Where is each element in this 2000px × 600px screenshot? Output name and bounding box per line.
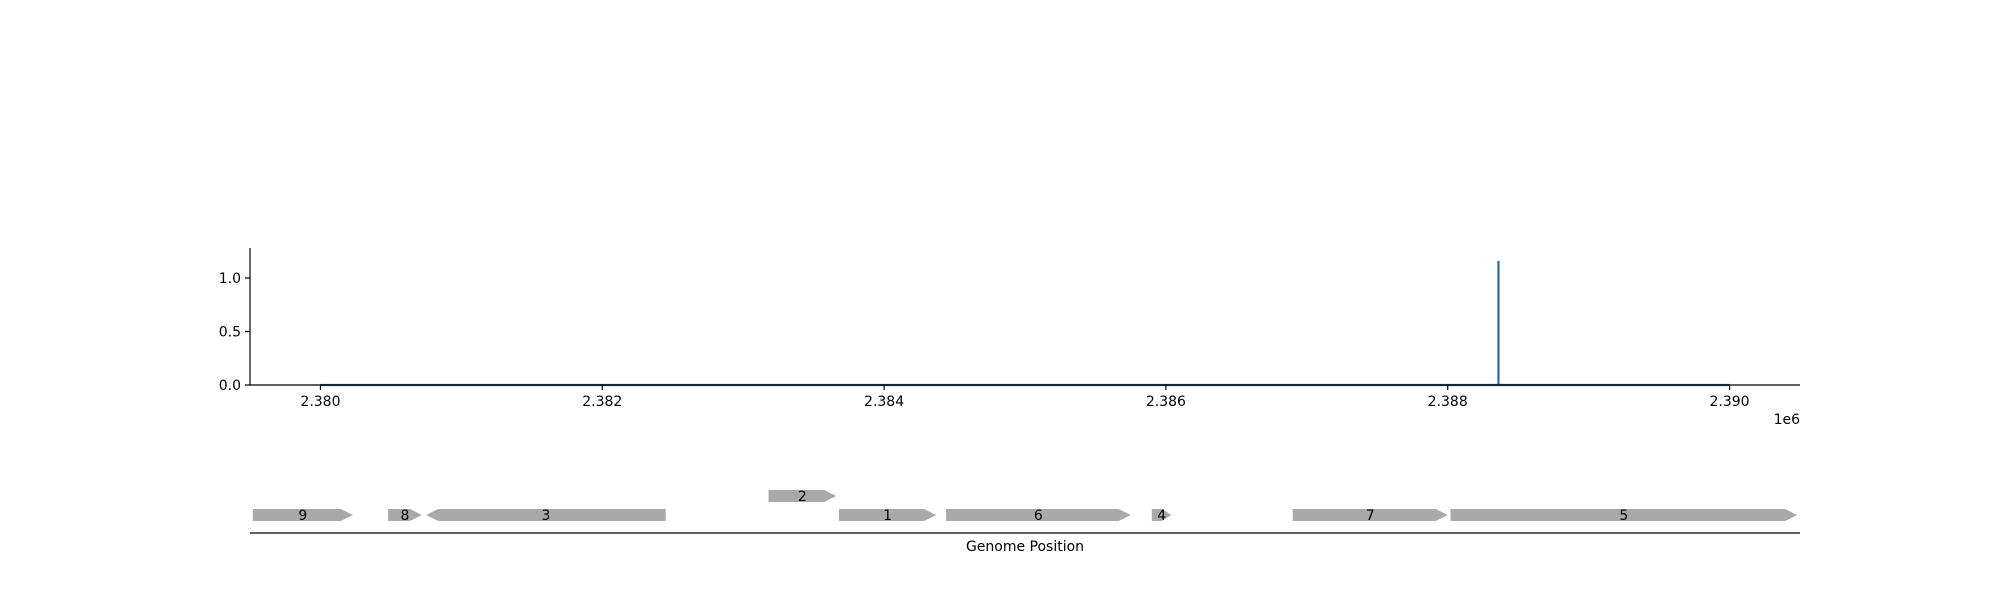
gene-arrow xyxy=(839,509,937,521)
y-tick-label: 1.0 xyxy=(219,271,241,287)
y-tick-label: 0.0 xyxy=(219,378,241,394)
gene-arrow xyxy=(1151,509,1172,521)
x-tick-label: 2.382 xyxy=(582,394,622,410)
y-ticks: 0.0 0.5 1.0 xyxy=(219,271,250,394)
gene-label: 6 xyxy=(1034,508,1043,524)
gene-arrow xyxy=(252,509,353,521)
signal-series-line xyxy=(320,260,1730,387)
gene-label: 3 xyxy=(541,508,550,524)
gene-label: 4 xyxy=(1157,508,1166,524)
x-tick-label: 2.386 xyxy=(1146,394,1186,410)
signal-lines xyxy=(320,260,1730,387)
gene-label: 9 xyxy=(298,508,307,524)
gene-arrow xyxy=(768,490,837,502)
x-tick-label: 2.390 xyxy=(1709,394,1749,410)
signal-panel: 0.0 0.5 1.0 2.380 2.382 2.384 2.386 2.388 2.390… xyxy=(219,248,1800,428)
x-offset-label: 1e6 xyxy=(1774,412,1801,428)
x-tick-label: 2.388 xyxy=(1428,394,1468,410)
x-ticks: 2.380 2.382 2.384 2.386 2.388 2.390 xyxy=(300,385,1750,410)
gene-arrow xyxy=(1292,509,1448,521)
y-tick-label: 0.5 xyxy=(219,324,241,340)
x-tick-label: 2.384 xyxy=(864,394,904,410)
x-tick-label: 2.380 xyxy=(300,394,340,410)
gene-label: 2 xyxy=(798,489,807,505)
gene-arrow xyxy=(1450,509,1798,521)
gene-label: 1 xyxy=(883,508,892,524)
gene-arrow xyxy=(946,509,1131,521)
gene-panel: 9 8 3 2 1 6 4 7 5 Genome Position xyxy=(250,489,1800,555)
x-axis-label: Genome Position xyxy=(966,539,1084,555)
gene-label: 8 xyxy=(401,508,410,524)
gene-arrow xyxy=(388,509,422,521)
gene-label: 5 xyxy=(1619,508,1628,524)
gene-track: 9 8 3 2 1 6 4 7 5 xyxy=(252,489,1798,524)
gene-label: 7 xyxy=(1366,508,1375,524)
gene-arrow xyxy=(426,509,666,521)
